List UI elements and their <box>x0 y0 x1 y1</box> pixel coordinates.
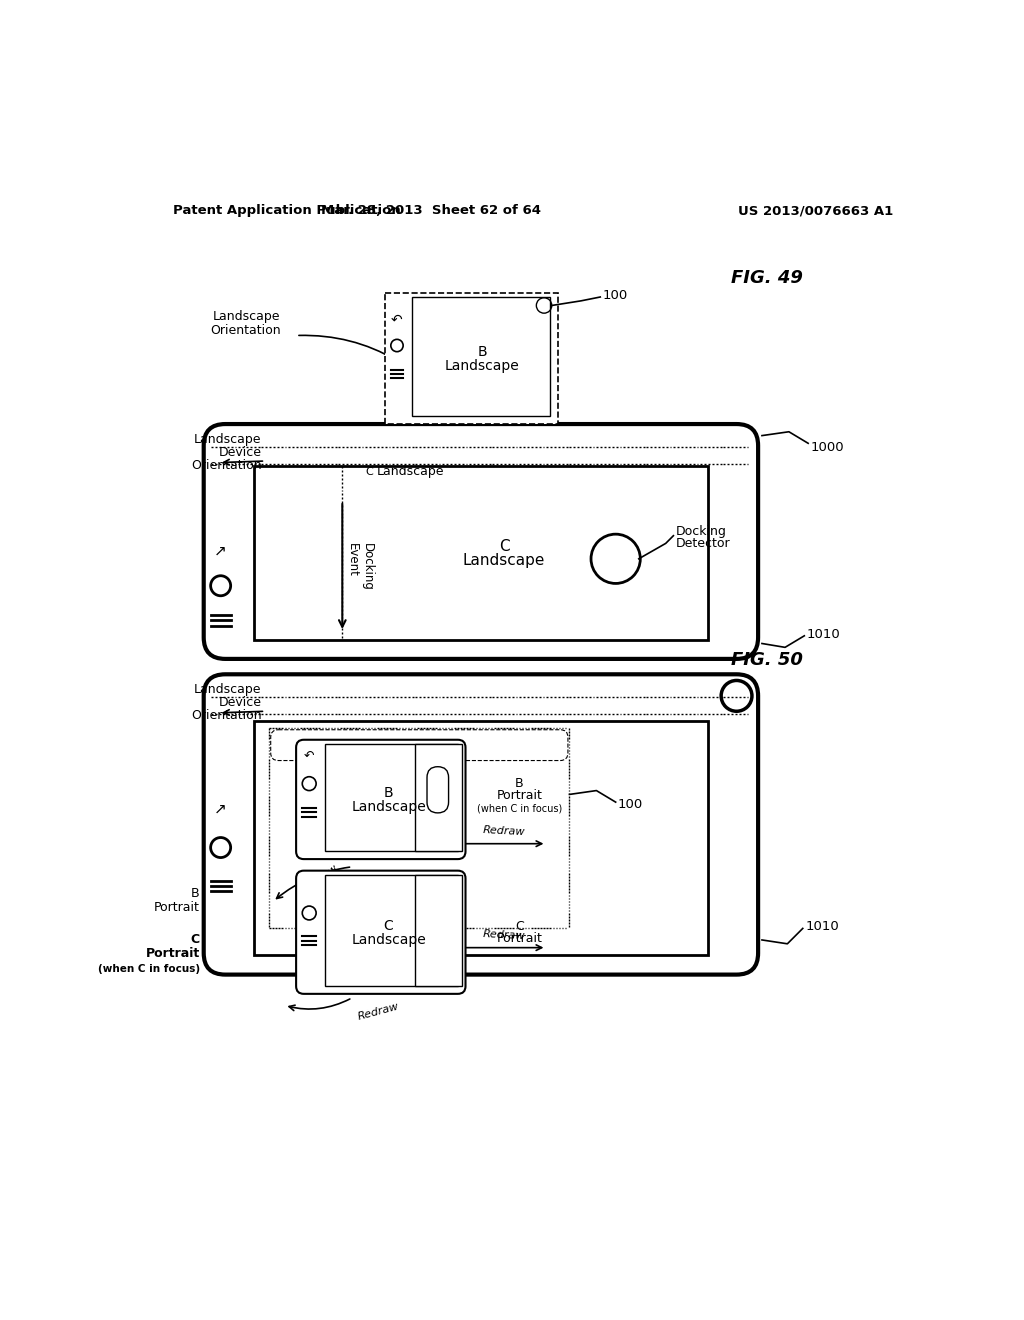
Text: Portrait: Portrait <box>145 948 200 961</box>
Text: B: B <box>384 785 393 800</box>
Text: Redraw: Redraw <box>482 929 525 941</box>
Text: Device: Device <box>218 696 261 709</box>
Text: FIG. 49: FIG. 49 <box>731 269 803 286</box>
Bar <box>254 466 708 640</box>
Text: B: B <box>191 887 200 900</box>
Text: Redraw: Redraw <box>302 863 341 898</box>
Text: Orientation: Orientation <box>190 709 261 722</box>
Text: Landscape: Landscape <box>377 465 444 478</box>
Text: FIG. 50: FIG. 50 <box>731 652 803 669</box>
Text: ↗: ↗ <box>214 801 227 817</box>
Text: (when C in focus): (when C in focus) <box>477 804 562 813</box>
Text: 1010: 1010 <box>807 628 841 640</box>
FancyBboxPatch shape <box>204 424 758 659</box>
Text: Docking
Event: Docking Event <box>346 543 374 590</box>
Text: Landscape: Landscape <box>445 359 520 374</box>
Text: Patent Application Publication: Patent Application Publication <box>173 205 400 218</box>
Bar <box>416 743 462 851</box>
Text: C: C <box>190 933 200 946</box>
Text: Orientation: Orientation <box>210 323 281 337</box>
Text: Mar. 28, 2013  Sheet 62 of 64: Mar. 28, 2013 Sheet 62 of 64 <box>321 205 541 218</box>
Text: Portrait: Portrait <box>154 902 200 915</box>
Text: C: C <box>366 467 373 477</box>
Text: 1000: 1000 <box>810 441 844 454</box>
Text: Portrait: Portrait <box>497 788 543 801</box>
Bar <box>385 293 558 424</box>
Text: ↶: ↶ <box>391 313 402 327</box>
Bar <box>326 743 458 851</box>
Text: Landscape: Landscape <box>194 433 261 446</box>
Text: ↗: ↗ <box>214 544 227 558</box>
Text: C: C <box>384 919 393 933</box>
Text: Landscape: Landscape <box>194 684 261 696</box>
Bar <box>326 874 458 986</box>
Bar <box>254 721 708 956</box>
Bar <box>419 411 519 424</box>
Text: B: B <box>515 777 523 791</box>
Text: B: B <box>477 346 487 359</box>
Text: Landscape: Landscape <box>463 553 545 568</box>
Text: US 2013/0076663 A1: US 2013/0076663 A1 <box>738 205 894 218</box>
FancyBboxPatch shape <box>296 739 466 859</box>
Text: 100: 100 <box>602 289 628 302</box>
Text: 1010: 1010 <box>805 920 839 933</box>
Text: Redraw: Redraw <box>482 825 525 837</box>
FancyBboxPatch shape <box>427 767 449 813</box>
Text: Orientation: Orientation <box>190 459 261 473</box>
Bar <box>412 297 550 416</box>
Text: Landscape: Landscape <box>351 933 426 946</box>
Bar <box>416 874 462 986</box>
Text: 100: 100 <box>617 797 643 810</box>
Text: ↶: ↶ <box>304 750 314 763</box>
Text: (when C in focus): (when C in focus) <box>97 964 200 974</box>
Text: Portrait: Portrait <box>497 932 543 945</box>
Text: Docking: Docking <box>676 525 727 539</box>
Text: Detector: Detector <box>676 537 730 550</box>
FancyBboxPatch shape <box>270 730 568 760</box>
Text: C: C <box>515 920 524 933</box>
Text: Landscape: Landscape <box>351 800 426 813</box>
Text: Redraw: Redraw <box>356 1002 399 1022</box>
Text: C: C <box>499 539 509 554</box>
FancyBboxPatch shape <box>296 871 466 994</box>
Text: Device: Device <box>218 446 261 459</box>
Text: Landscape: Landscape <box>213 310 281 323</box>
FancyBboxPatch shape <box>204 675 758 974</box>
